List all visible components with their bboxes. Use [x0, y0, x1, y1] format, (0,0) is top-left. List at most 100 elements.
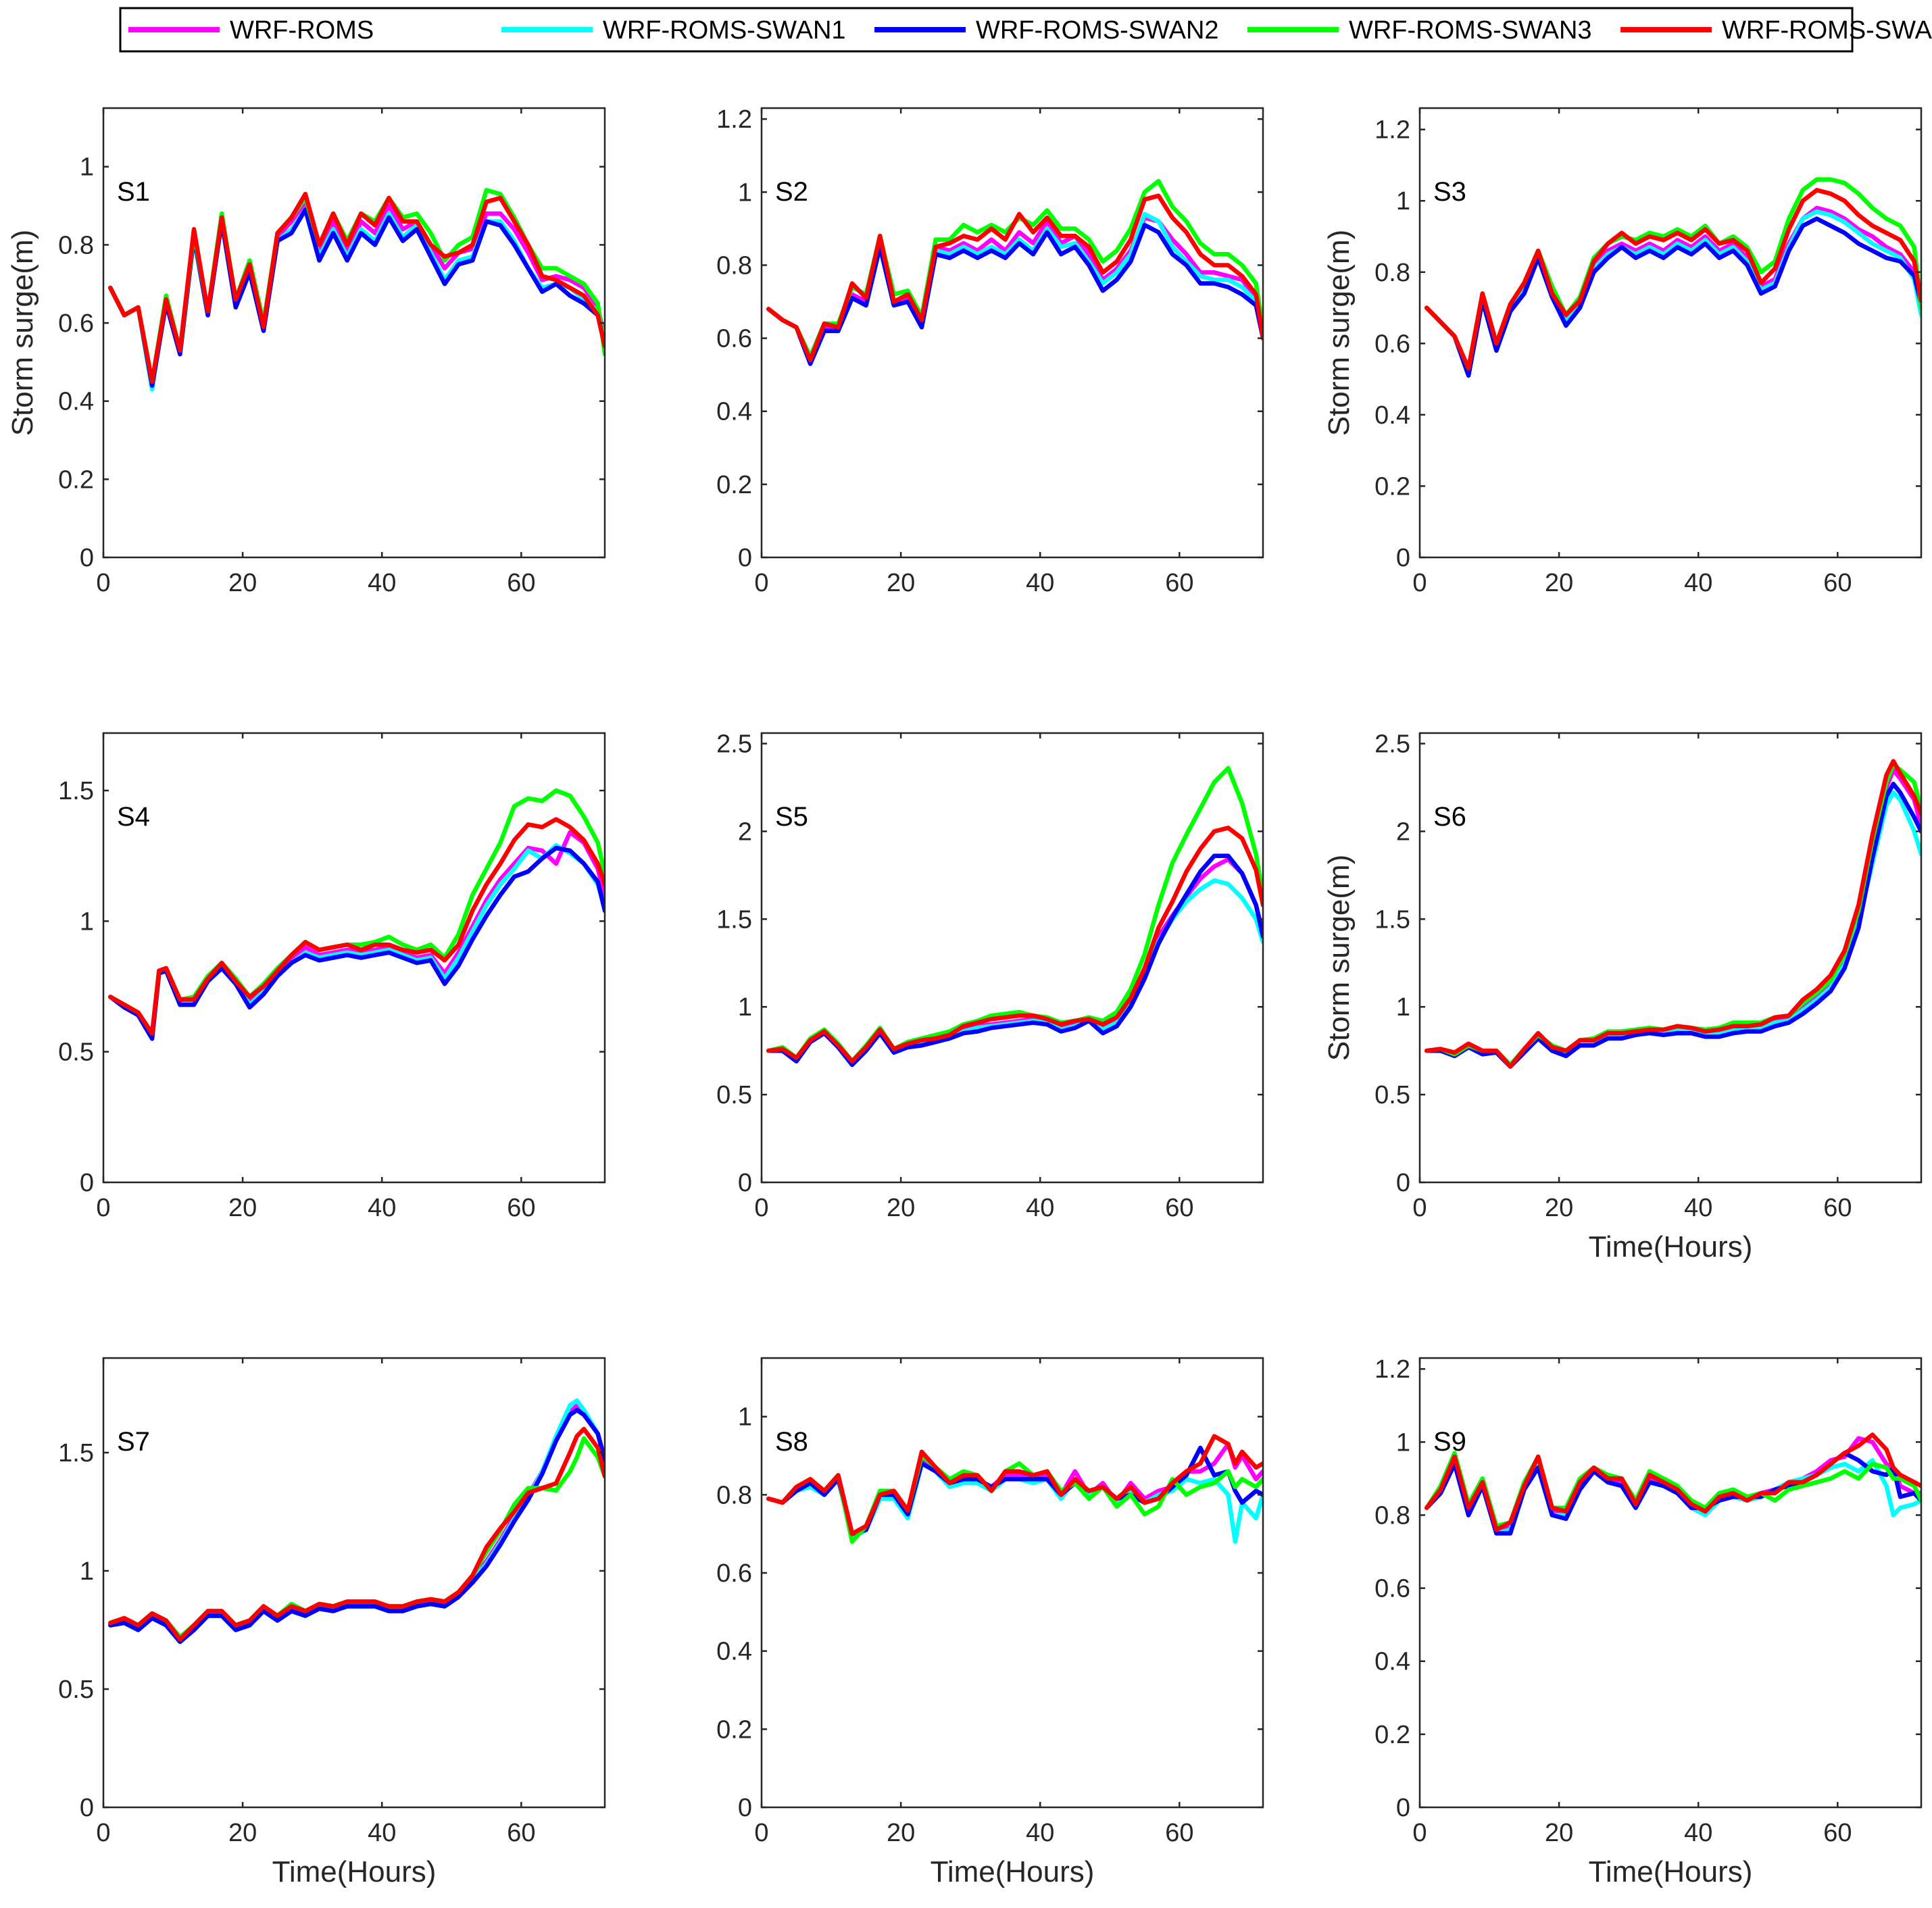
y-tick-label: 0.4 [716, 1638, 752, 1666]
x-tick-label: 40 [1684, 1819, 1712, 1847]
y-tick-label: 0.8 [58, 231, 94, 259]
x-tick-label: 60 [1823, 1819, 1852, 1847]
x-tick-label: 20 [887, 569, 915, 597]
x-tick-label: 60 [1165, 1194, 1193, 1222]
y-tick-label: 0.4 [716, 398, 752, 426]
x-tick-label: 60 [1823, 1194, 1852, 1222]
x-tick-label: 20 [228, 569, 257, 597]
panel-label: S6 [1433, 802, 1466, 832]
plot-area [103, 1358, 605, 1807]
series-line-wrf-roms-swan4 [766, 1434, 1263, 1536]
x-tick-label: 0 [754, 569, 768, 597]
series-group [1425, 177, 1921, 378]
x-tick-label: 20 [1545, 569, 1573, 597]
panel-label: S3 [1433, 177, 1466, 207]
series-line-wrf-roms [766, 215, 1263, 363]
axes-frame [760, 107, 1264, 559]
x-tick-label: 40 [1026, 1819, 1054, 1847]
y-tick-label: 0 [738, 1169, 752, 1197]
y-tick-label: 1 [1396, 1428, 1410, 1457]
y-tick-label: 0.2 [58, 466, 94, 494]
y-tick-label: 0 [1396, 544, 1410, 572]
y-tick-label: 2 [738, 818, 752, 846]
axes-frame [760, 732, 1264, 1184]
x-tick-label: 60 [507, 1194, 535, 1222]
y-axis-label: Storm surge(m) [6, 230, 39, 436]
y-tick-label: 1.5 [716, 905, 752, 934]
panel-s5: 0 0.5 1 1.5 2 2.5 0 20 40 60 S5 [716, 730, 1264, 1222]
axes-frame [102, 107, 606, 559]
y-tick-label: 0.4 [1374, 1648, 1410, 1676]
y-tick-label: 1.2 [1374, 116, 1410, 145]
y-tick-label: 0.8 [1374, 259, 1410, 287]
series-line-wrf-roms-swan2 [1425, 216, 1921, 378]
series-group [108, 1398, 605, 1645]
plot-area [762, 108, 1263, 557]
series-group [1425, 759, 1921, 1069]
axes-frame [102, 1357, 606, 1809]
x-tick-label: 20 [887, 1194, 915, 1222]
series-line-wrf-roms-swan4 [108, 1426, 605, 1642]
y-tick-label: 0.6 [58, 309, 94, 338]
panel-s2: 0 0.2 0.4 0.6 0.8 1 1.2 0 20 40 60 S2 [716, 105, 1264, 597]
y-tick-label: 1.5 [1374, 905, 1410, 934]
axes-frame [1418, 107, 1923, 559]
series-group [108, 788, 605, 1041]
legend-label: WRF-ROMS-SWAN2 [976, 16, 1219, 45]
y-tick-label: 1.2 [716, 105, 752, 134]
x-tick-label: 40 [368, 1194, 396, 1222]
x-tick-label: 0 [754, 1194, 768, 1222]
x-tick-label: 60 [1165, 1819, 1193, 1847]
y-tick-label: 0.8 [716, 1481, 752, 1509]
x-tick-label: 0 [96, 1819, 110, 1847]
panel-s9: 0 0.2 0.4 0.6 0.8 1 1.2 0 20 40 60 S9 Time(Hours) [1374, 1355, 1923, 1888]
series-line-wrf-roms-swan4 [108, 191, 605, 384]
y-tick-label: 1 [738, 1403, 752, 1432]
x-tick-label: 60 [1165, 569, 1193, 597]
y-tick-label: 2.5 [716, 730, 752, 759]
x-tick-label: 60 [507, 569, 535, 597]
panel-label: S9 [1433, 1427, 1466, 1457]
x-tick-label: 20 [1545, 1194, 1573, 1222]
x-axis-label: Time(Hours) [272, 1855, 437, 1888]
panel-label: S7 [117, 1427, 150, 1457]
series-line-wrf-roms-swan4 [1425, 759, 1921, 1069]
panel-label: S5 [775, 802, 808, 832]
y-tick-label: 1 [738, 178, 752, 207]
panel-label: S8 [775, 1427, 808, 1457]
series-line-wrf-roms-swan4 [766, 193, 1263, 363]
series-line-wrf-roms-swan2 [1425, 1451, 1921, 1536]
x-tick-label: 20 [1545, 1819, 1573, 1847]
series-line-wrf-roms-swan2 [766, 222, 1263, 366]
panel-s3: 0 0.2 0.4 0.6 0.8 1 1.2 0 20 40 60 S3 Storm surge(m) [1322, 107, 1923, 597]
panel-label: S4 [117, 802, 150, 832]
y-axis-label: Storm surge(m) [1322, 855, 1356, 1061]
x-axis-label: Time(Hours) [1589, 1855, 1753, 1888]
legend-label: WRF-ROMS-SWAN1 [603, 16, 846, 45]
y-tick-label: 0 [80, 1794, 94, 1822]
series-line-wrf-roms-swan4 [766, 826, 1263, 1064]
legend: WRF-ROMS WRF-ROMS-SWAN1 WRF-ROMS-SWAN2 WRF-… [119, 7, 1932, 53]
x-tick-label: 60 [507, 1819, 535, 1847]
y-tick-label: 0 [80, 1169, 94, 1197]
plot-area [762, 1358, 1263, 1807]
y-tick-label: 1 [80, 907, 94, 936]
x-tick-label: 40 [368, 1819, 396, 1847]
x-tick-label: 40 [1026, 1194, 1054, 1222]
panel-s8: 0 0.2 0.4 0.6 0.8 1 0 20 40 60 S8 Time(Hours) [716, 1357, 1264, 1888]
x-tick-label: 20 [228, 1819, 257, 1847]
y-tick-label: 0.6 [716, 1559, 752, 1588]
plot-area [103, 108, 605, 557]
y-tick-label: 0.2 [716, 1715, 752, 1744]
y-axis-label: Storm surge(m) [1322, 230, 1356, 436]
y-tick-label: 0.2 [1374, 1721, 1410, 1749]
y-tick-label: 0.6 [1374, 330, 1410, 358]
series-line-wrf-roms-swan2 [108, 1407, 605, 1645]
y-tick-label: 0.5 [58, 1038, 94, 1067]
panel-s6: 0 0.5 1 1.5 2 2.5 0 20 40 60 S6 Storm surge(m) Time(… [1322, 730, 1923, 1263]
y-tick-label: 0 [1396, 1169, 1410, 1197]
panel-label: S1 [117, 177, 150, 207]
y-tick-label: 0.8 [1374, 1501, 1410, 1530]
series-line-wrf-roms-swan4 [1425, 188, 1921, 371]
y-tick-label: 0.8 [716, 251, 752, 280]
